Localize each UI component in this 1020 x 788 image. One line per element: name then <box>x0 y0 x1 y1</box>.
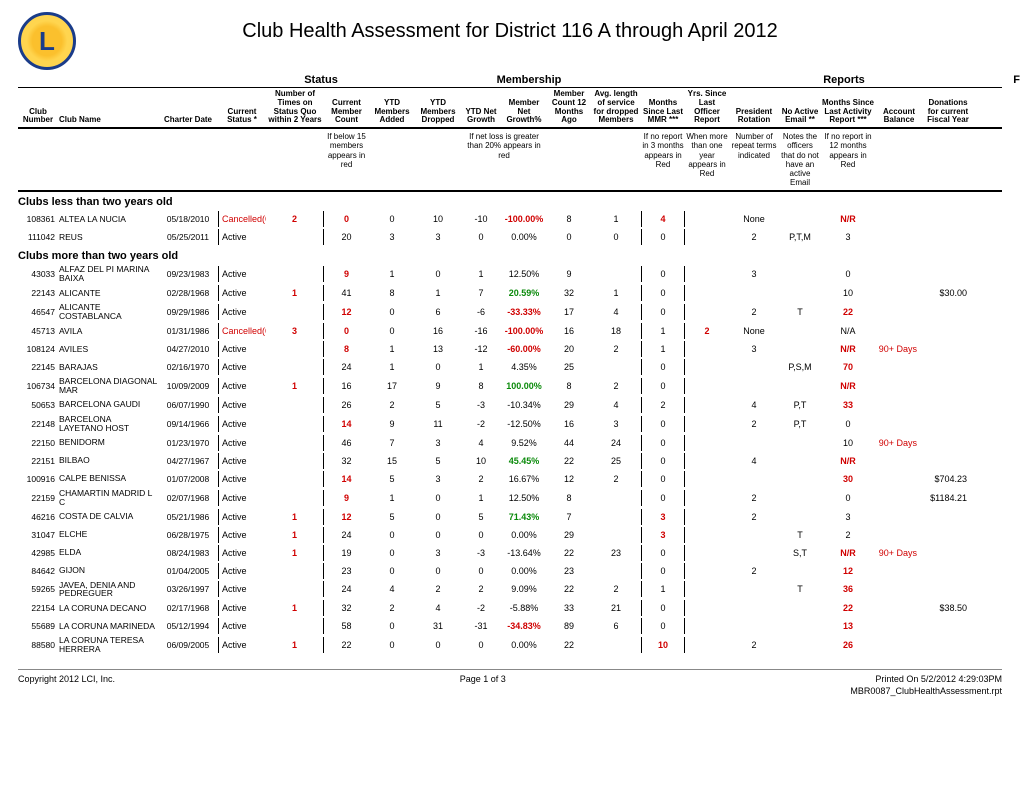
table-row: 45713AVILA01/31/1986Cancelled(6)30016-16… <box>18 322 1002 340</box>
table-row: 22143ALICANTE02/28/1968Active14181720.59… <box>18 284 1002 302</box>
note-rotation: Number of repeat terms indicated <box>729 132 779 187</box>
lions-logo <box>18 12 76 70</box>
table-row: 22148BARCELONA LAYETANO HOST09/14/1966Ac… <box>18 414 1002 434</box>
h-status: Current Status * <box>218 108 266 126</box>
footer-copyright: Copyright 2012 LCI, Inc. <box>18 674 115 697</box>
h-avg-svc: Avg. length of service for dropped Membe… <box>591 90 641 125</box>
note-mmr: If no report in 3 months appears in Red <box>641 132 685 187</box>
h-member-count: Current Member Count <box>324 99 369 125</box>
table-row: 84642GIJON01/04/2005Active230000.00%2302… <box>18 562 1002 580</box>
group-finance: Finance <box>1004 74 1020 86</box>
rows-section-1: 108361ALTEA LA NUCIA05/18/2010Cancelled(… <box>18 210 1002 246</box>
group-blank <box>18 74 268 86</box>
table-row: 106734BARCELONA DIAGONAL MAR10/09/2009Ac… <box>18 376 1002 396</box>
table-row: 55689LA CORUNA MARINEDA05/12/1994Active5… <box>18 617 1002 635</box>
table-row: 50653BARCELONA GAUDI06/07/1990Active2625… <box>18 396 1002 414</box>
note-email: Notes the officers that do not have an a… <box>779 132 821 187</box>
table-row: 31047ELCHE06/28/1975Active1240000.00%293… <box>18 526 1002 544</box>
table-row: 100916CALPE BENISSA01/07/2008Active14532… <box>18 470 1002 488</box>
h-ytd-net: YTD Net Growth <box>461 108 501 126</box>
report-title: Club Health Assessment for District 116 … <box>18 20 1002 43</box>
table-row: 59265JAVEA, DENIA AND PEDREGUER03/26/199… <box>18 580 1002 600</box>
table-row: 22150BENIDORM01/23/1970Active467349.52%4… <box>18 434 1002 452</box>
column-notes: If below 15 members appears in red If ne… <box>18 129 1002 192</box>
table-row: 88580LA CORUNA TERESA HERRERA06/09/2005A… <box>18 635 1002 655</box>
report-header: Club Health Assessment for District 116 … <box>18 12 1002 70</box>
note-activity: If no report in 12 months appears in Red <box>821 132 875 187</box>
column-group-headers: Status Membership Reports Finance LCIF <box>18 74 1002 88</box>
table-row: 111042REUS05/25/2011Active203300.00%0002… <box>18 228 1002 246</box>
h-ytd-added: YTD Members Added <box>369 99 415 125</box>
h-officer: Yrs. Since Last Officer Report <box>685 90 729 125</box>
table-row: 46216COSTA DE CALVIA05/21/1986Active1125… <box>18 508 1002 526</box>
h-status-quo: Number of Times on Status Quo within 2 Y… <box>266 90 324 125</box>
h-ytd-dropped: YTD Members Dropped <box>415 99 461 125</box>
note-officer: When more than one year appears in Red <box>685 132 729 187</box>
table-row: 22145BARAJAS02/16/1970Active241014.35%25… <box>18 358 1002 376</box>
table-row: 22159CHAMARTIN MADRID L C02/07/1968Activ… <box>18 488 1002 508</box>
table-row: 108361ALTEA LA NUCIA05/18/2010Cancelled(… <box>18 210 1002 228</box>
footer-page: Page 1 of 3 <box>460 674 506 697</box>
h-email: No Active Email ** <box>779 108 821 126</box>
section-more-than-two: Clubs more than two years old <box>18 246 1002 264</box>
h-mmr: Months Since Last MMR *** <box>641 99 685 125</box>
h-donations: Donations for current Fiscal Year <box>923 99 973 125</box>
note-member: If below 15 members appears in red <box>324 132 369 187</box>
section-less-than-two: Clubs less than two years old <box>18 192 1002 210</box>
h-club-number: Club Number <box>18 108 58 126</box>
h-charter-date: Charter Date <box>158 116 218 125</box>
table-row: 108124AVILES04/27/2010Active8113-12-60.0… <box>18 340 1002 358</box>
column-headers: Club Number Club Name Charter Date Curre… <box>18 88 1002 129</box>
h-12mo-ago: Member Count 12 Months Ago <box>547 90 591 125</box>
footer-report-name: MBR0087_ClubHealthAssessment.rpt <box>850 686 1002 698</box>
footer-printed-on: Printed On 5/2/2012 4:29:03PM <box>850 674 1002 686</box>
rows-section-2: 43033ALFAZ DEL PI MARINA BAIXA09/23/1983… <box>18 264 1002 655</box>
group-status: Status <box>268 74 374 86</box>
group-reports: Reports <box>684 74 1004 86</box>
note-growth: If net loss is greater than 20% appears … <box>461 132 547 187</box>
table-row: 22154LA CORUNA DECANO02/17/1968Active132… <box>18 599 1002 617</box>
footer-printed: Printed On 5/2/2012 4:29:03PM MBR0087_Cl… <box>850 674 1002 697</box>
h-club-name: Club Name <box>58 116 158 125</box>
table-row: 43033ALFAZ DEL PI MARINA BAIXA09/23/1983… <box>18 264 1002 284</box>
h-rotation: President Rotation <box>729 108 779 126</box>
h-net-pct: Member Net Growth% <box>501 99 547 125</box>
group-membership: Membership <box>374 74 684 86</box>
h-balance: Account Balance <box>875 108 923 126</box>
report-footer: Copyright 2012 LCI, Inc. Page 1 of 3 Pri… <box>18 669 1002 697</box>
table-row: 42985ELDA08/24/1983Active11903-3-13.64%2… <box>18 544 1002 562</box>
table-row: 46547ALICANTE COSTABLANCA09/29/1986Activ… <box>18 302 1002 322</box>
h-activity: Months Since Last Activity Report *** <box>821 99 875 125</box>
table-row: 22151BILBAO04/27/1967Active321551045.45%… <box>18 452 1002 470</box>
